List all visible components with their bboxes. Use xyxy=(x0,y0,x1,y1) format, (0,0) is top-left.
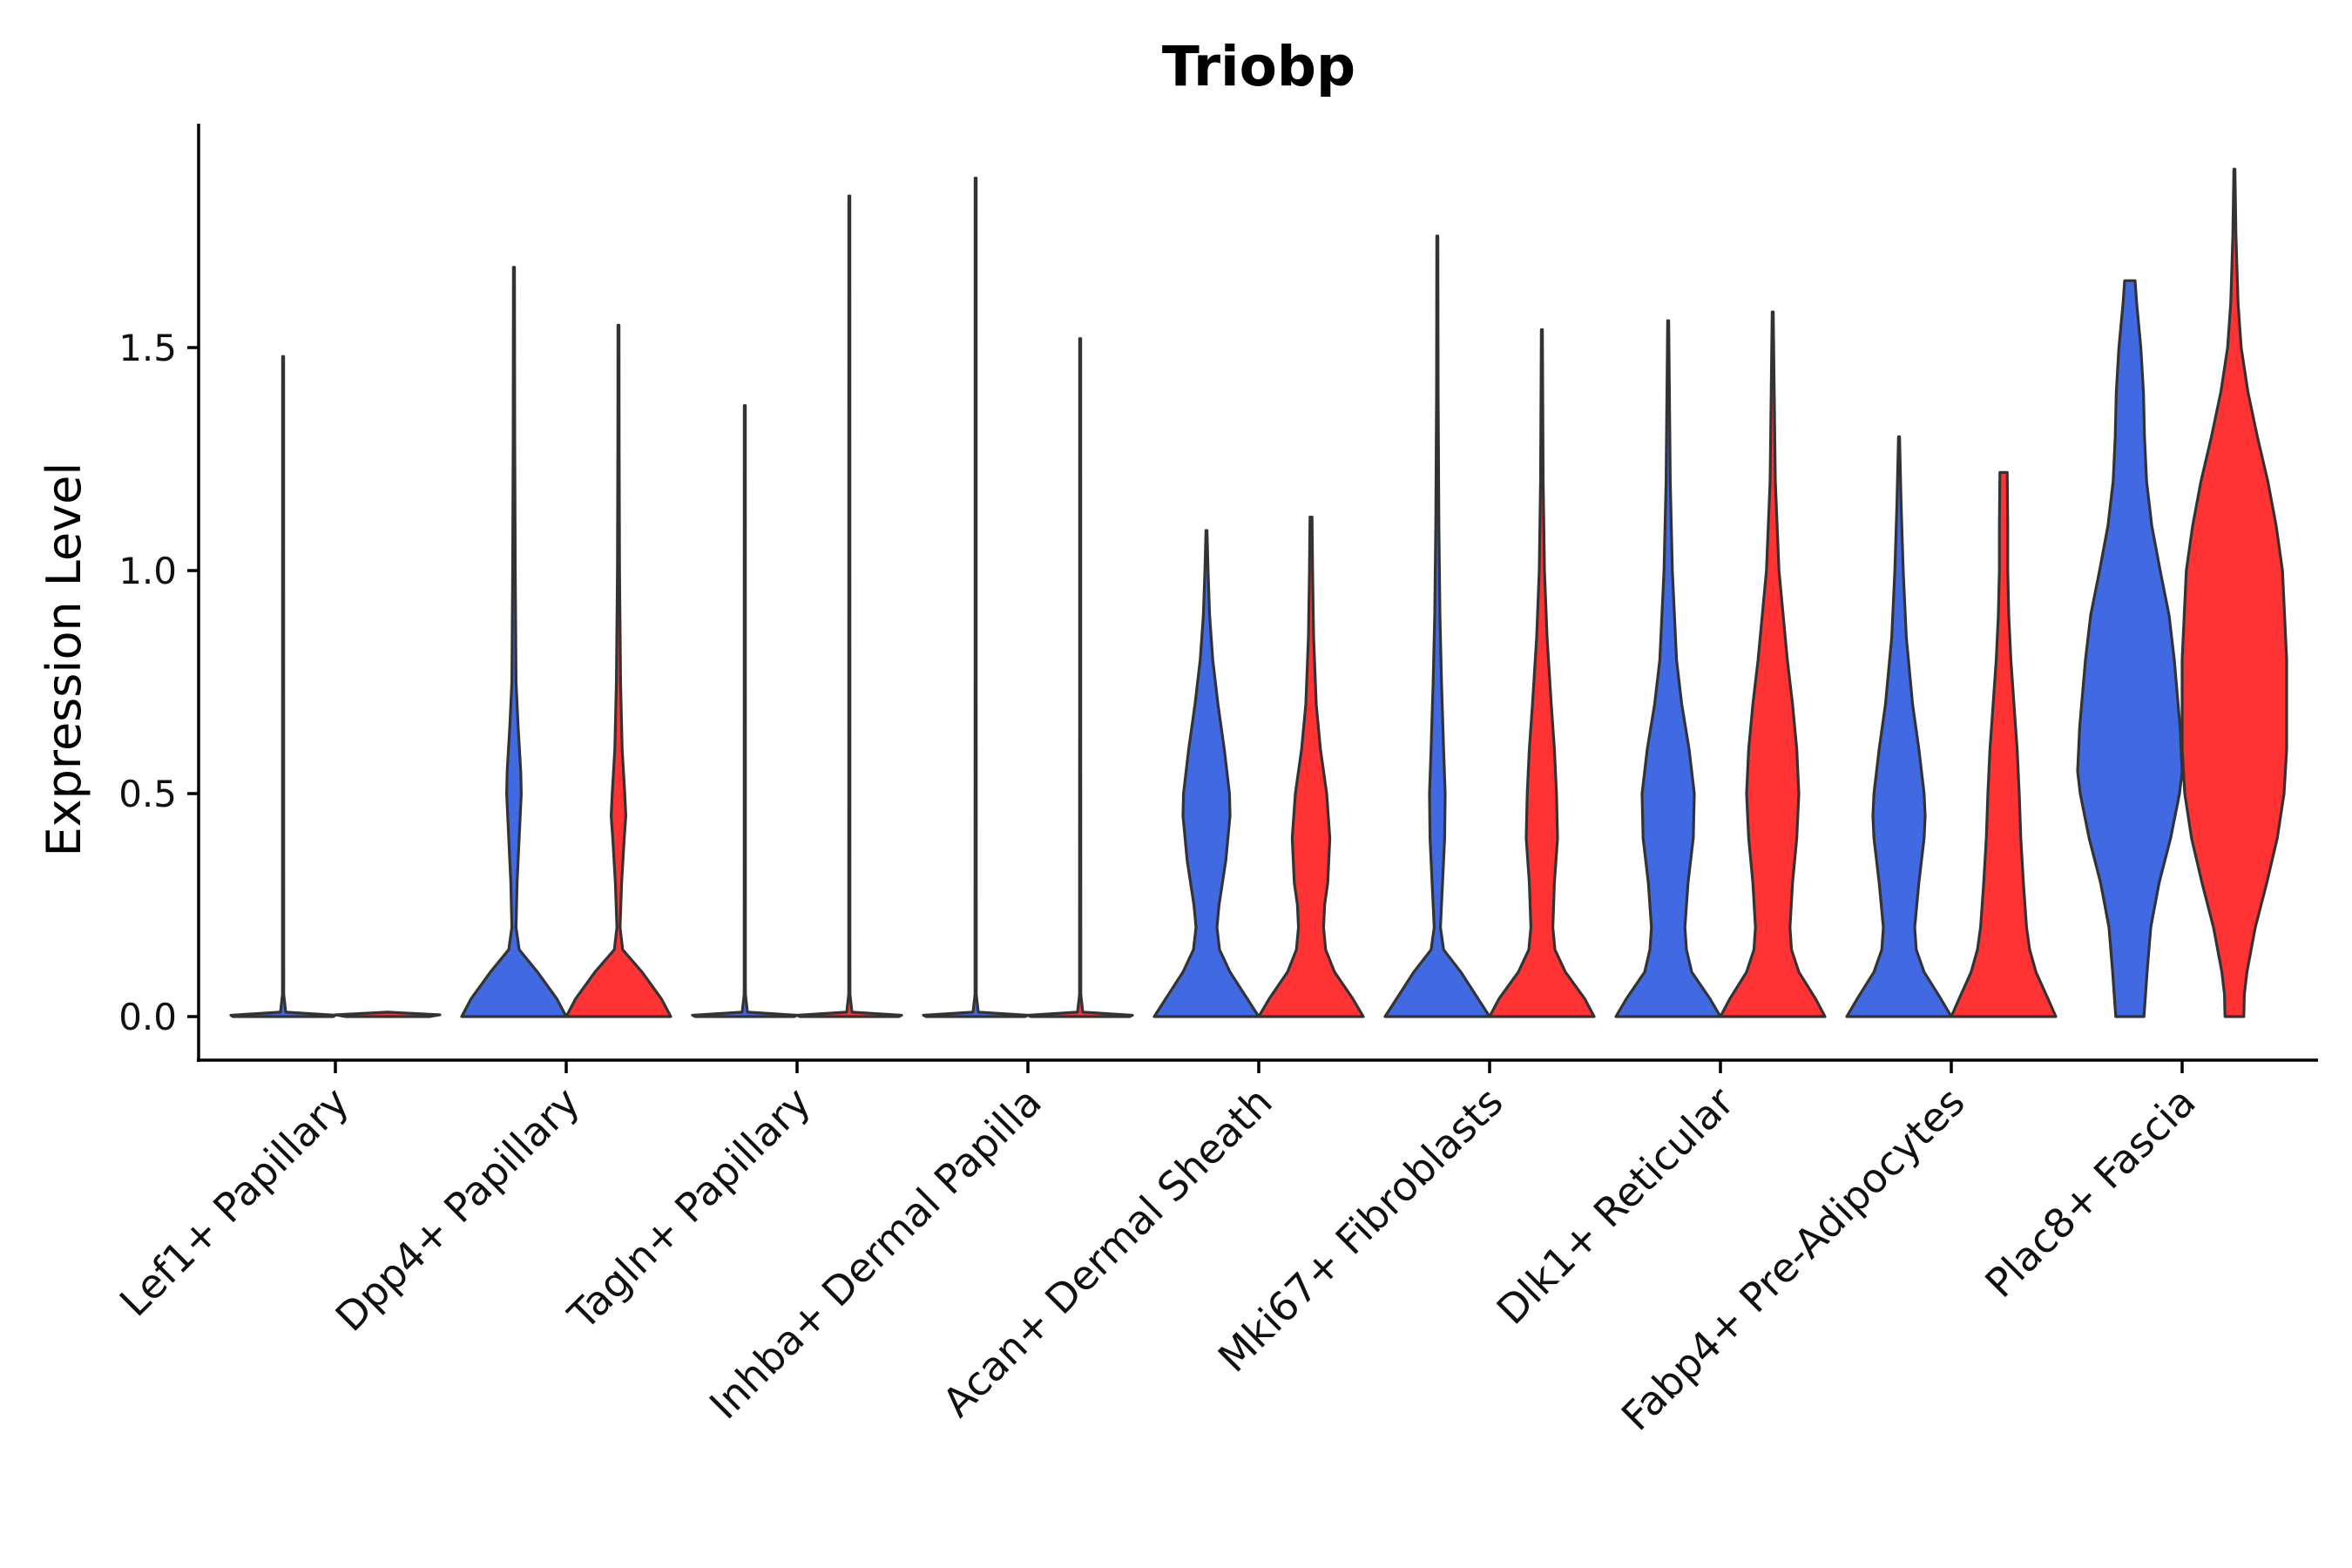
violin-inhba-dermal-papilla-red xyxy=(1026,337,1134,1018)
violin-inhba-dermal-papilla-blue xyxy=(922,176,1030,1018)
violin-group xyxy=(229,167,2288,1018)
violin-acan-dermal-sheath-blue xyxy=(1152,529,1260,1018)
y-tick-label: 1.0 xyxy=(118,550,177,592)
violin-fabp4-pre-adipocytes-blue xyxy=(1845,435,1953,1018)
y-axis-ticks: 0.0 0.5 1.0 1.5 xyxy=(118,327,199,1038)
violin-tagln-papillary-red xyxy=(795,194,903,1018)
violin-lef1-papillary-red xyxy=(334,1010,442,1018)
violin-mki67-fibroblasts-red xyxy=(1488,328,1596,1018)
x-tick-label-lef1-papillary: Lef1+ Papillary xyxy=(111,1078,358,1326)
chart-title: Triobp xyxy=(1162,35,1355,98)
x-tick-label-dlk1-reticular: Dlk1+ Reticular xyxy=(1488,1078,1743,1334)
violin-lef1-papillary-blue xyxy=(229,355,337,1018)
violin-plac8-fascia-blue xyxy=(2076,279,2184,1018)
violin-tagln-papillary-blue xyxy=(691,403,799,1018)
violin-dpp4-papillary-blue xyxy=(460,266,568,1018)
violin-fabp4-pre-adipocytes-red xyxy=(1950,470,2058,1018)
y-tick-label: 1.5 xyxy=(118,327,177,369)
violin-dpp4-papillary-red xyxy=(564,323,672,1018)
violin-plac8-fascia-red xyxy=(2180,167,2288,1018)
violin-acan-dermal-sheath-red xyxy=(1257,515,1365,1018)
x-tick-label-dpp4-papillary: Dpp4+ Papillary xyxy=(327,1078,589,1341)
violin-mki67-fibroblasts-blue xyxy=(1383,234,1491,1018)
violin-dlk1-reticular-red xyxy=(1719,310,1827,1018)
x-tick-label-tagln-papillary: Tagln+ Papillary xyxy=(558,1078,820,1340)
y-axis-label: Expression Level xyxy=(37,463,91,857)
x-tick-label-plac8-fascia: Plac8+ Fascia xyxy=(1976,1078,2204,1307)
y-tick-label: 0.0 xyxy=(118,996,177,1038)
y-tick-label: 0.5 xyxy=(118,773,177,815)
violin-dlk1-reticular-blue xyxy=(1614,319,1722,1018)
